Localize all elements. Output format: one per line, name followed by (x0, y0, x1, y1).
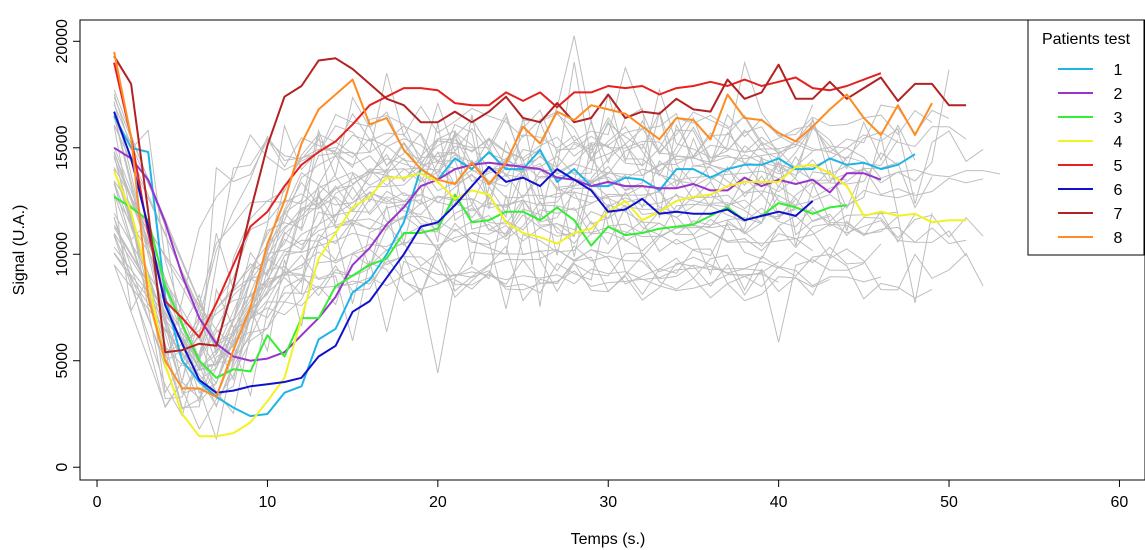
x-tick-label: 40 (770, 494, 788, 511)
y-tick-label: 10000 (54, 232, 71, 277)
legend-label-6: 6 (1114, 182, 1123, 199)
x-axis-label: Temps (s.) (571, 531, 646, 548)
background-series-line (113, 223, 967, 385)
legend-label-5: 5 (1114, 158, 1123, 175)
background-series-line (113, 104, 916, 353)
legend-label-4: 4 (1114, 134, 1123, 151)
background-series-line (113, 155, 813, 409)
series-line-3 (113, 193, 847, 379)
y-tick-label: 5000 (54, 343, 71, 379)
background-series-line (113, 101, 916, 441)
series-line-4 (113, 163, 967, 438)
x-axis: 0 10 20 30 40 50 60 (93, 480, 1129, 511)
background-series-line (113, 110, 899, 363)
series-line-7 (113, 55, 967, 354)
background-series-line (113, 93, 865, 360)
x-tick-label: 50 (940, 494, 958, 511)
legend-box (1027, 19, 1145, 256)
background-series-line (113, 116, 864, 391)
legend-label-2: 2 (1114, 86, 1123, 103)
legend-label-8: 8 (1114, 230, 1123, 247)
y-tick-label: 15000 (54, 125, 71, 170)
background-series-line (113, 116, 814, 370)
x-tick-label: 0 (93, 494, 102, 511)
series-line-6 (113, 111, 814, 394)
background-series-line (113, 113, 984, 399)
y-axis-label: Signal (U.A.) (11, 205, 28, 296)
background-series-line (113, 224, 779, 371)
y-axis: 0 5000 10000 15000 20000 (54, 19, 80, 472)
legend-label-1: 1 (1114, 62, 1123, 79)
series-line-8 (113, 51, 933, 398)
background-series-line (113, 123, 780, 357)
series-line-1 (113, 115, 916, 418)
background-series-line (113, 69, 950, 400)
series-group (113, 51, 967, 438)
legend-title: Patients test (1042, 31, 1131, 48)
y-tick-label: 0 (54, 463, 71, 472)
x-tick-label: 20 (429, 494, 447, 511)
legend-label-3: 3 (1114, 110, 1123, 127)
background-series-line (113, 87, 814, 403)
legend: Patients test 1 2 3 4 5 6 7 8 (1027, 19, 1145, 256)
background-series-line (113, 126, 967, 371)
x-tick-label: 30 (599, 494, 617, 511)
legend-items: 1 2 3 4 5 6 7 8 (1058, 62, 1123, 247)
y-tick-label: 20000 (54, 19, 71, 64)
background-series-line (113, 118, 984, 417)
x-tick-label: 60 (1111, 494, 1129, 511)
background-series-line (113, 66, 950, 358)
background-series-line (113, 146, 882, 367)
background-series-line (113, 253, 933, 407)
background-series-group (113, 35, 1001, 441)
legend-label-7: 7 (1114, 206, 1123, 223)
background-series-line (113, 93, 779, 369)
x-tick-label: 10 (259, 494, 277, 511)
plot-frame (79, 19, 1145, 481)
